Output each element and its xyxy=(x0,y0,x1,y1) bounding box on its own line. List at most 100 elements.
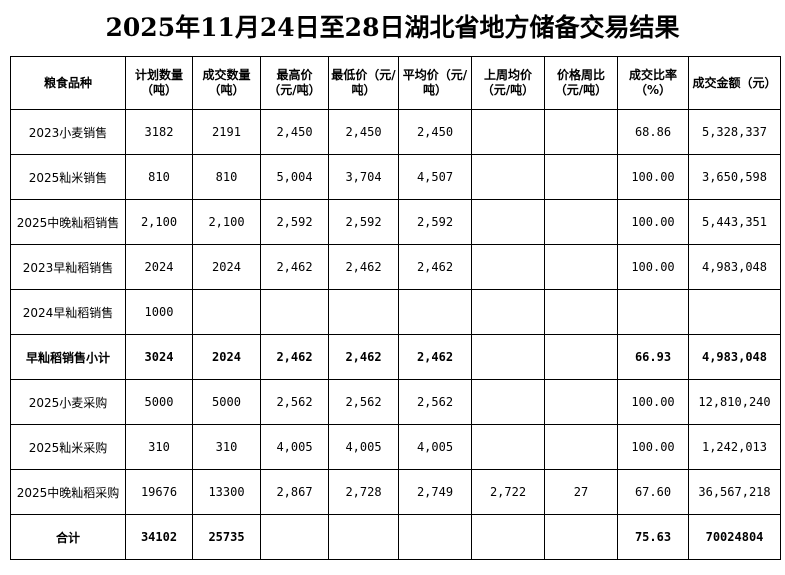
table-row: 2025籼米采购 310 310 4,005 4,005 4,005 100.00 1,242… xyxy=(10,424,781,470)
cell-last-week-avg xyxy=(471,514,545,560)
cell-max-price xyxy=(260,289,329,335)
cell-traded-qty: 13300 xyxy=(192,469,261,515)
cell-traded-qty: 5000 xyxy=(192,379,261,425)
cell-avg-price: 2,462 xyxy=(398,244,472,290)
cell-grain-type: 2025小麦采购 xyxy=(10,379,126,425)
cell-traded-qty: 2191 xyxy=(192,109,261,155)
page-title: 2025年11月24日至28日湖北省地方储备交易结果 xyxy=(105,13,680,42)
cell-price-weekly-change xyxy=(544,514,618,560)
cell-max-price: 2,462 xyxy=(260,244,329,290)
cell-last-week-avg xyxy=(471,424,545,470)
cell-max-price: 5,004 xyxy=(260,154,329,200)
cell-max-price: 2,562 xyxy=(260,379,329,425)
cell-max-price: 2,450 xyxy=(260,109,329,155)
cell-trade-amount: 1,242,013 xyxy=(688,424,781,470)
table-row: 2025中晚籼稻销售 2,100 2,100 2,592 2,592 2,592 100.0… xyxy=(10,199,781,245)
header-traded-qty: 成交数量（吨） xyxy=(192,56,261,110)
cell-min-price: 2,462 xyxy=(328,244,399,290)
cell-planned-qty: 34102 xyxy=(125,514,193,560)
header-min-price: 最低价（元/吨） xyxy=(328,56,399,110)
cell-grain-type: 早籼稻销售小计 xyxy=(10,334,126,380)
cell-avg-price: 4,507 xyxy=(398,154,472,200)
cell-trade-ratio: 100.00 xyxy=(617,154,689,200)
cell-trade-amount: 5,443,351 xyxy=(688,199,781,245)
cell-avg-price: 4,005 xyxy=(398,424,472,470)
cell-avg-price: 2,562 xyxy=(398,379,472,425)
cell-trade-ratio: 100.00 xyxy=(617,424,689,470)
cell-last-week-avg xyxy=(471,244,545,290)
cell-trade-ratio: 100.00 xyxy=(617,244,689,290)
cell-last-week-avg xyxy=(471,289,545,335)
cell-planned-qty: 5000 xyxy=(125,379,193,425)
cell-grain-type: 2024早籼稻销售 xyxy=(10,289,126,335)
cell-grain-type: 2025中晚籼稻采购 xyxy=(10,469,126,515)
header-avg-price: 平均价（元/吨） xyxy=(398,56,472,110)
cell-trade-ratio: 75.63 xyxy=(617,514,689,560)
cell-max-price: 2,592 xyxy=(260,199,329,245)
cell-price-weekly-change xyxy=(544,199,618,245)
cell-last-week-avg xyxy=(471,109,545,155)
cell-planned-qty: 3182 xyxy=(125,109,193,155)
cell-planned-qty: 2,100 xyxy=(125,199,193,245)
cell-min-price xyxy=(328,289,399,335)
cell-trade-amount: 5,328,337 xyxy=(688,109,781,155)
cell-min-price: 2,462 xyxy=(328,334,399,380)
cell-max-price: 4,005 xyxy=(260,424,329,470)
cell-trade-ratio: 68.86 xyxy=(617,109,689,155)
cell-last-week-avg xyxy=(471,379,545,425)
cell-trade-amount: 70024804 xyxy=(688,514,781,560)
cell-grain-type: 2023早籼稻销售 xyxy=(10,244,126,290)
cell-trade-amount: 3,650,598 xyxy=(688,154,781,200)
cell-trade-amount: 12,810,240 xyxy=(688,379,781,425)
cell-max-price xyxy=(260,514,329,560)
cell-trade-amount xyxy=(688,289,781,335)
cell-trade-amount: 36,567,218 xyxy=(688,469,781,515)
cell-grain-type: 2025中晚籼稻销售 xyxy=(10,199,126,245)
cell-trade-ratio: 67.60 xyxy=(617,469,689,515)
cell-traded-qty xyxy=(192,289,261,335)
cell-last-week-avg xyxy=(471,154,545,200)
cell-price-weekly-change xyxy=(544,109,618,155)
cell-min-price xyxy=(328,514,399,560)
cell-planned-qty: 19676 xyxy=(125,469,193,515)
cell-grain-type: 合计 xyxy=(10,514,126,560)
header-planned-qty: 计划数量（吨） xyxy=(125,56,193,110)
cell-min-price: 3,704 xyxy=(328,154,399,200)
cell-price-weekly-change xyxy=(544,154,618,200)
header-last-week-avg: 上周均价（元/吨） xyxy=(471,56,545,110)
cell-min-price: 2,592 xyxy=(328,199,399,245)
trade-results-table: 粮食品种 计划数量（吨） 成交数量（吨） 最高价（元/吨） 最低价（元/吨） 平均价（元/… xyxy=(10,56,781,560)
cell-max-price: 2,867 xyxy=(260,469,329,515)
cell-planned-qty: 2024 xyxy=(125,244,193,290)
cell-grain-type: 2025籼米销售 xyxy=(10,154,126,200)
header-grain-type: 粮食品种 xyxy=(10,56,126,110)
cell-price-weekly-change: 27 xyxy=(544,469,618,515)
cell-min-price: 2,728 xyxy=(328,469,399,515)
cell-planned-qty: 1000 xyxy=(125,289,193,335)
cell-planned-qty: 810 xyxy=(125,154,193,200)
cell-price-weekly-change xyxy=(544,289,618,335)
cell-price-weekly-change xyxy=(544,424,618,470)
cell-price-weekly-change xyxy=(544,379,618,425)
cell-last-week-avg xyxy=(471,199,545,245)
cell-trade-ratio: 100.00 xyxy=(617,199,689,245)
table-row-subtotal: 早籼稻销售小计 3024 2024 2,462 2,462 2,462 66.93 4,983… xyxy=(10,334,781,380)
cell-min-price: 2,562 xyxy=(328,379,399,425)
cell-avg-price: 2,592 xyxy=(398,199,472,245)
cell-traded-qty: 2024 xyxy=(192,244,261,290)
table-row: 2025籼米销售 810 810 5,004 3,704 4,507 100.00 3,650… xyxy=(10,154,781,200)
cell-last-week-avg: 2,722 xyxy=(471,469,545,515)
cell-avg-price: 2,450 xyxy=(398,109,472,155)
cell-price-weekly-change xyxy=(544,244,618,290)
cell-trade-amount: 4,983,048 xyxy=(688,244,781,290)
header-trade-amount: 成交金额（元） xyxy=(688,56,781,110)
cell-avg-price: 2,749 xyxy=(398,469,472,515)
cell-traded-qty: 25735 xyxy=(192,514,261,560)
cell-planned-qty: 3024 xyxy=(125,334,193,380)
cell-last-week-avg xyxy=(471,334,545,380)
table-row: 2023小麦销售 3182 2191 2,450 2,450 2,450 68.86 5,32… xyxy=(10,109,781,155)
cell-traded-qty: 2024 xyxy=(192,334,261,380)
cell-avg-price: 2,462 xyxy=(398,334,472,380)
header-trade-ratio: 成交比率（%） xyxy=(617,56,689,110)
table-row: 2023早籼稻销售 2024 2024 2,462 2,462 2,462 100.00 4,… xyxy=(10,244,781,290)
